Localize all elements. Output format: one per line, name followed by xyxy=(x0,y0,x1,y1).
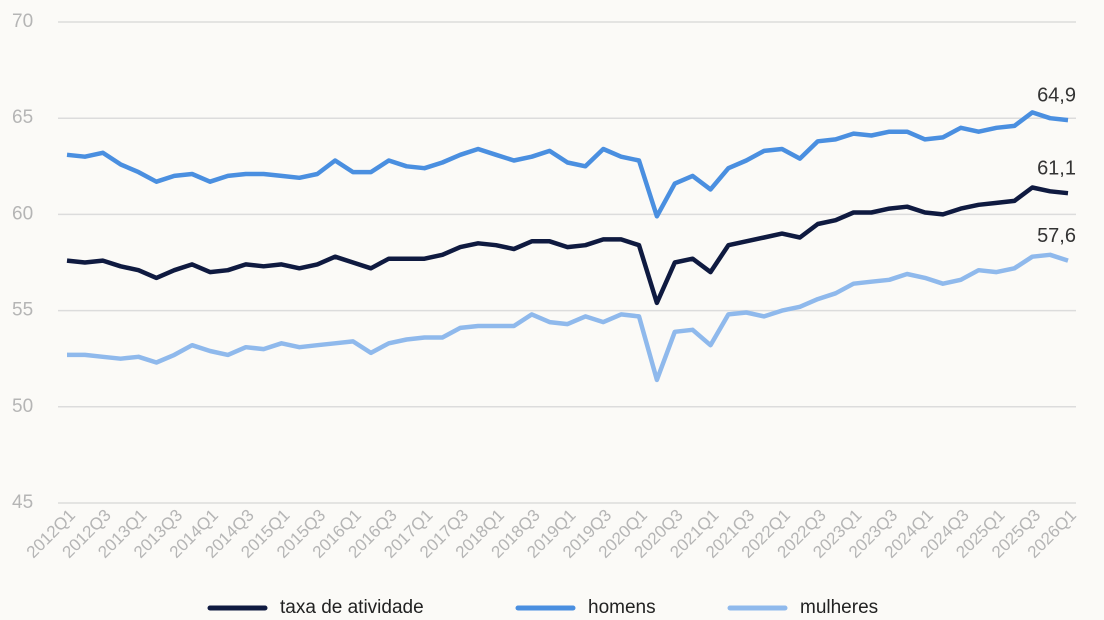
value-label: 61,1 xyxy=(1037,158,1076,180)
series-line xyxy=(66,110,1069,219)
value-label: 64,9 xyxy=(1037,84,1076,106)
y-tick-label: 55 xyxy=(12,300,33,321)
legend-label: taxa de atividade xyxy=(280,597,424,618)
y-tick-label: 70 xyxy=(12,11,33,32)
y-tick-label: 60 xyxy=(12,203,33,224)
value-label: 57,6 xyxy=(1037,225,1076,247)
y-tick-label: 50 xyxy=(12,396,33,417)
series-line xyxy=(66,185,1069,306)
legend-label: mulheres xyxy=(800,597,878,618)
y-tick-label: 65 xyxy=(12,107,33,128)
series-line xyxy=(67,252,1069,383)
legend-label: homens xyxy=(588,597,656,618)
y-tick-label: 45 xyxy=(12,492,33,513)
